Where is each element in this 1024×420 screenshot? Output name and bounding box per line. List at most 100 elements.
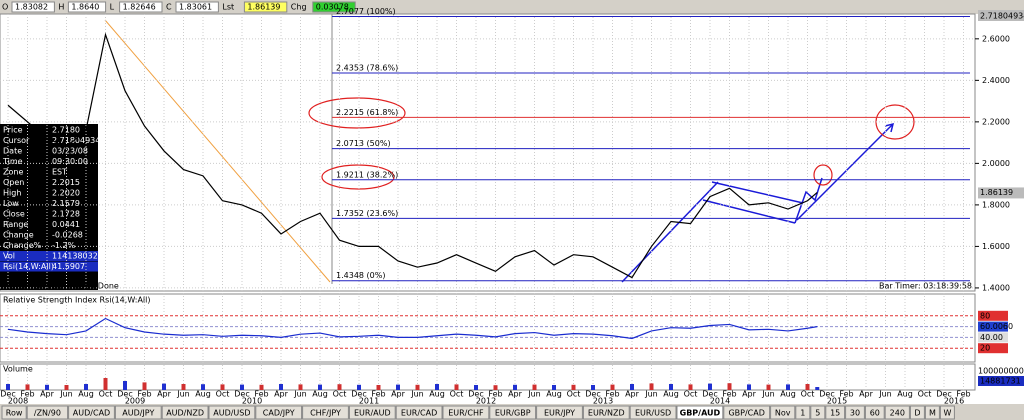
tab[interactable]: Nov: [770, 405, 796, 420]
tab[interactable]: AUD/USD: [208, 405, 256, 420]
tab[interactable]: EUR/USD: [629, 405, 677, 420]
tab[interactable]: W: [939, 405, 955, 420]
header-label: L: [110, 3, 115, 12]
x-year-label: 2008: [8, 397, 28, 406]
tab-bg: [676, 405, 724, 420]
info-label: Change%: [3, 241, 42, 250]
volume-bar: [201, 384, 205, 390]
tab[interactable]: EUR/CHF: [442, 405, 490, 420]
volume-bar: [6, 384, 10, 390]
tab[interactable]: CAD/JPY: [255, 405, 303, 420]
header-value: 1.86139: [247, 3, 280, 12]
y-tick-label: 2.6000: [982, 34, 1010, 43]
tab[interactable]: 1: [795, 405, 811, 420]
tab-bg: [810, 405, 826, 420]
tab-label: AUD/NZD: [166, 409, 204, 418]
x-tick-label: Oct: [918, 390, 932, 399]
tab-label: EUR/USD: [635, 409, 671, 418]
rsi-tick-label: 60.0060: [980, 322, 1013, 331]
x-tick-label: Dec: [0, 390, 15, 399]
x-tick-label: Feb: [839, 390, 853, 399]
x-tick-label: Apr: [391, 390, 406, 399]
x-tick-label: Feb: [137, 390, 151, 399]
volume-last-label: 14881731: [980, 377, 1021, 386]
tab-label: 240: [890, 409, 905, 418]
tab-label: 30: [850, 409, 860, 418]
header-value: 1.83082: [15, 3, 48, 12]
tab[interactable]: 5: [810, 405, 826, 420]
tab[interactable]: EUR/NZD: [582, 405, 630, 420]
rsi-line: [7, 317, 818, 340]
tab[interactable]: 15: [825, 405, 846, 420]
tab[interactable]: EUR/GBP: [489, 405, 537, 420]
volume-bar: [181, 384, 186, 390]
info-label: Date: [3, 147, 22, 156]
volume-bar: [786, 384, 790, 390]
tab-label: 15: [830, 409, 840, 418]
tab[interactable]: AUD/JPY: [114, 405, 162, 420]
info-value: 2.1728: [52, 210, 80, 219]
header-label: Lst: [222, 3, 234, 12]
tab[interactable]: 240: [884, 405, 910, 420]
rsi-tick-box: [978, 321, 1008, 332]
header-value: 1.8640: [71, 3, 99, 12]
header-value-box: [312, 1, 356, 13]
volume-bar: [493, 385, 498, 390]
tab[interactable]: EUR/AUD: [348, 405, 396, 420]
volume-bar: [396, 384, 400, 390]
tab-bg: [582, 405, 630, 420]
x-year-label: 2015: [827, 397, 847, 406]
tab[interactable]: EUR/JPY: [536, 405, 583, 420]
tab-label: EUR/CHF: [448, 409, 484, 418]
trend-line: [104, 19, 331, 283]
volume-bar: [474, 385, 478, 390]
tab-bg: [26, 405, 69, 420]
tab[interactable]: D: [909, 405, 925, 420]
tab[interactable]: GBP/AUD: [676, 405, 724, 420]
volume-bar: [318, 384, 322, 390]
tab-bg: [114, 405, 162, 420]
tab-label: EUR/CAD: [401, 409, 437, 418]
x-tick-label: Oct: [801, 390, 815, 399]
tab-bg: [348, 405, 396, 420]
x-tick-label: Oct: [216, 390, 230, 399]
header-value-box: [119, 1, 163, 13]
last-price-box: [978, 187, 1024, 199]
volume-last-box: [978, 376, 1024, 386]
tab-bg: [864, 405, 885, 420]
volume-bar: [610, 384, 615, 390]
tab[interactable]: AUD/NZD: [161, 405, 209, 420]
tab-label: /ZN/90: [34, 409, 61, 418]
x-tick-label: Jun: [176, 390, 190, 399]
volume-bar: [435, 384, 439, 390]
tab[interactable]: 30: [845, 405, 865, 420]
last-price-label: 1.86139: [980, 188, 1013, 197]
fib-label: 2.4353 (78.6%): [336, 64, 398, 73]
x-year-label: 2010: [242, 397, 262, 406]
tab[interactable]: AUD/CAD: [68, 405, 115, 420]
x-tick-label: Aug: [897, 390, 913, 399]
volume-bar: [815, 387, 820, 390]
x-tick-label: Apr: [157, 390, 172, 399]
tab[interactable]: EUR/CAD: [395, 405, 443, 420]
status-left: History server: Hist103 Done: [3, 282, 119, 291]
header-value-box: [243, 1, 288, 13]
tab-label: EUR/NZD: [588, 409, 625, 418]
fib-label: 2.7077 (100%): [336, 7, 396, 16]
tab-bg: [255, 405, 303, 420]
tab-label: 5: [815, 409, 820, 418]
tab[interactable]: CHF/JPY: [302, 405, 349, 420]
tab-bg: [208, 405, 256, 420]
tab[interactable]: 60: [864, 405, 885, 420]
x-tick-label: Jun: [293, 390, 307, 399]
price-line: [7, 32, 818, 279]
tab[interactable]: M: [924, 405, 940, 420]
tab[interactable]: /ZN/90: [26, 405, 69, 420]
tab-bg: [1, 405, 27, 420]
tab-label: GBP/CAD: [728, 409, 764, 418]
header-value-box: [11, 1, 55, 13]
x-tick-label: Apr: [859, 390, 874, 399]
tab[interactable]: Row: [1, 405, 27, 420]
tab[interactable]: GBP/CAD: [723, 405, 771, 420]
x-tick-label: Dec: [585, 390, 600, 399]
